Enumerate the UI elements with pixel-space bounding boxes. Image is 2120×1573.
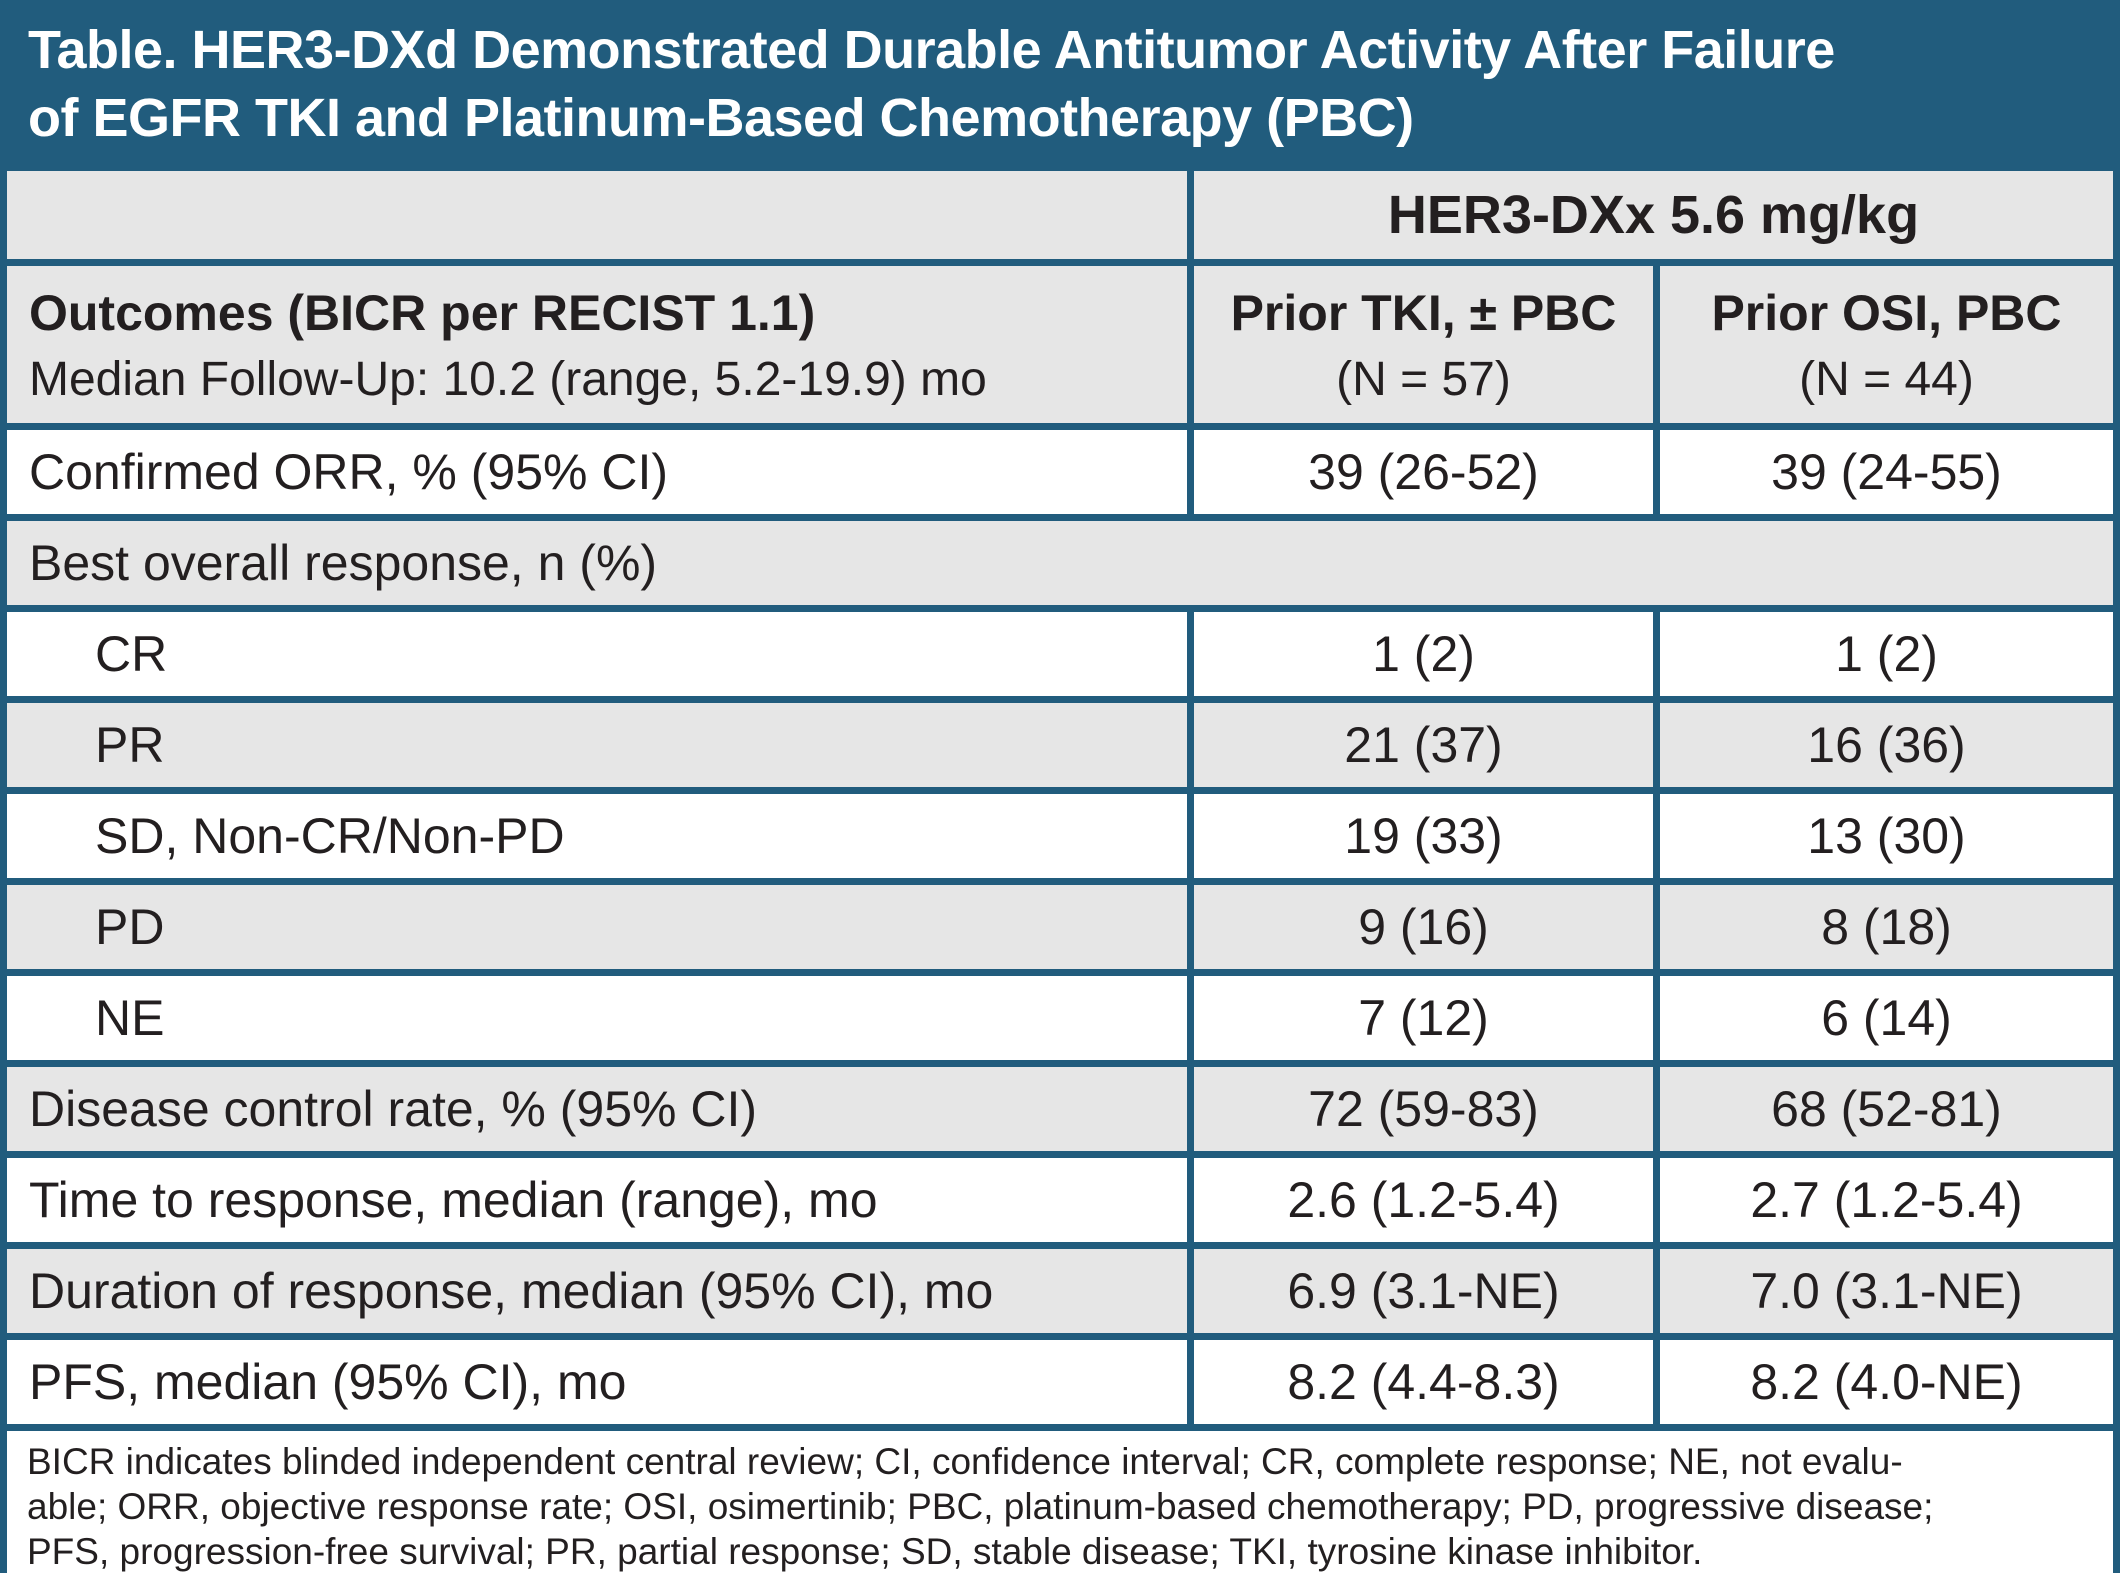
row-value-pr-osi: 16 (36) [1660,703,2113,787]
row-value-ne-osi: 6 (14) [1660,976,2113,1060]
row-label-best-overall-response: Best overall response, n (%) [7,521,2113,605]
row-value-sd-osi: 13 (30) [1660,794,2113,878]
row-label-confirmed-orr: Confirmed ORR, % (95% CI) [7,430,1187,514]
row-value-pfs-osi: 8.2 (4.0-NE) [1660,1340,2113,1424]
row-label-pd: PD [7,885,1187,969]
row-label-pfs: PFS, median (95% CI), mo [7,1340,1187,1424]
table-title-line-1: Table. HER3-DXd Demonstrated Durable Ant… [28,20,1835,80]
footnote-line-3: PFS, progression-free survival; PR, part… [27,1531,1703,1572]
column-group-header: HER3-DXx 5.6 mg/kg [1194,171,2113,259]
row-label-cr: CR [7,612,1187,696]
row-value-disease-control-rate-osi: 68 (52-81) [1660,1067,2113,1151]
row-value-pd-osi: 8 (18) [1660,885,2113,969]
row-value-pfs-tki: 8.2 (4.4-8.3) [1194,1340,1653,1424]
row-label-sd: SD, Non-CR/Non-PD [7,794,1187,878]
row-label-disease-control-rate: Disease control rate, % (95% CI) [7,1067,1187,1151]
table-title: Table. HER3-DXd Demonstrated Durable Ant… [0,0,2120,164]
prior-tki-n-count: (N = 57) [1336,353,1511,406]
row-value-pd-tki: 9 (16) [1194,885,1653,969]
row-value-duration-of-response-tki: 6.9 (3.1-NE) [1194,1249,1653,1333]
footnote-line-1: BICR indicates blinded independent centr… [27,1441,1903,1482]
row-value-sd-tki: 19 (33) [1194,794,1653,878]
row-value-time-to-response-tki: 2.6 (1.2-5.4) [1194,1158,1653,1242]
prior-osi-header-title: Prior OSI, PBC [1711,285,2062,341]
footnote: BICR indicates blinded independent centr… [7,1431,2113,1573]
row-value-confirmed-orr-tki: 39 (26-52) [1194,430,1653,514]
row-value-time-to-response-osi: 2.7 (1.2-5.4) [1660,1158,2113,1242]
row-value-confirmed-orr-osi: 39 (24-55) [1660,430,2113,514]
corner-empty-cell [7,171,1187,259]
table-title-line-2: of EGFR TKI and Platinum-Based Chemother… [28,88,1414,148]
outcomes-column-header: Outcomes (BICR per RECIST 1.1) Median Fo… [7,266,1187,423]
median-followup-text: Median Follow-Up: 10.2 (range, 5.2-19.9)… [29,353,987,406]
row-value-ne-tki: 7 (12) [1194,976,1653,1060]
row-value-pr-tki: 21 (37) [1194,703,1653,787]
results-table: HER3-DXx 5.6 mg/kg Outcomes (BICR per RE… [0,164,2120,1573]
footnote-line-2: able; ORR, objective response rate; OSI,… [27,1486,1934,1527]
row-label-ne: NE [7,976,1187,1060]
row-label-pr: PR [7,703,1187,787]
prior-osi-n-count: (N = 44) [1799,353,1974,406]
row-label-time-to-response: Time to response, median (range), mo [7,1158,1187,1242]
row-label-duration-of-response: Duration of response, median (95% CI), m… [7,1249,1187,1333]
row-value-disease-control-rate-tki: 72 (59-83) [1194,1067,1653,1151]
row-value-cr-osi: 1 (2) [1660,612,2113,696]
row-value-duration-of-response-osi: 7.0 (3.1-NE) [1660,1249,2113,1333]
row-value-cr-tki: 1 (2) [1194,612,1653,696]
outcomes-header-title: Outcomes (BICR per RECIST 1.1) [29,285,816,341]
prior-tki-column-header: Prior TKI, ± PBC (N = 57) [1194,266,1653,423]
prior-osi-column-header: Prior OSI, PBC (N = 44) [1660,266,2113,423]
prior-tki-header-title: Prior TKI, ± PBC [1230,285,1617,341]
